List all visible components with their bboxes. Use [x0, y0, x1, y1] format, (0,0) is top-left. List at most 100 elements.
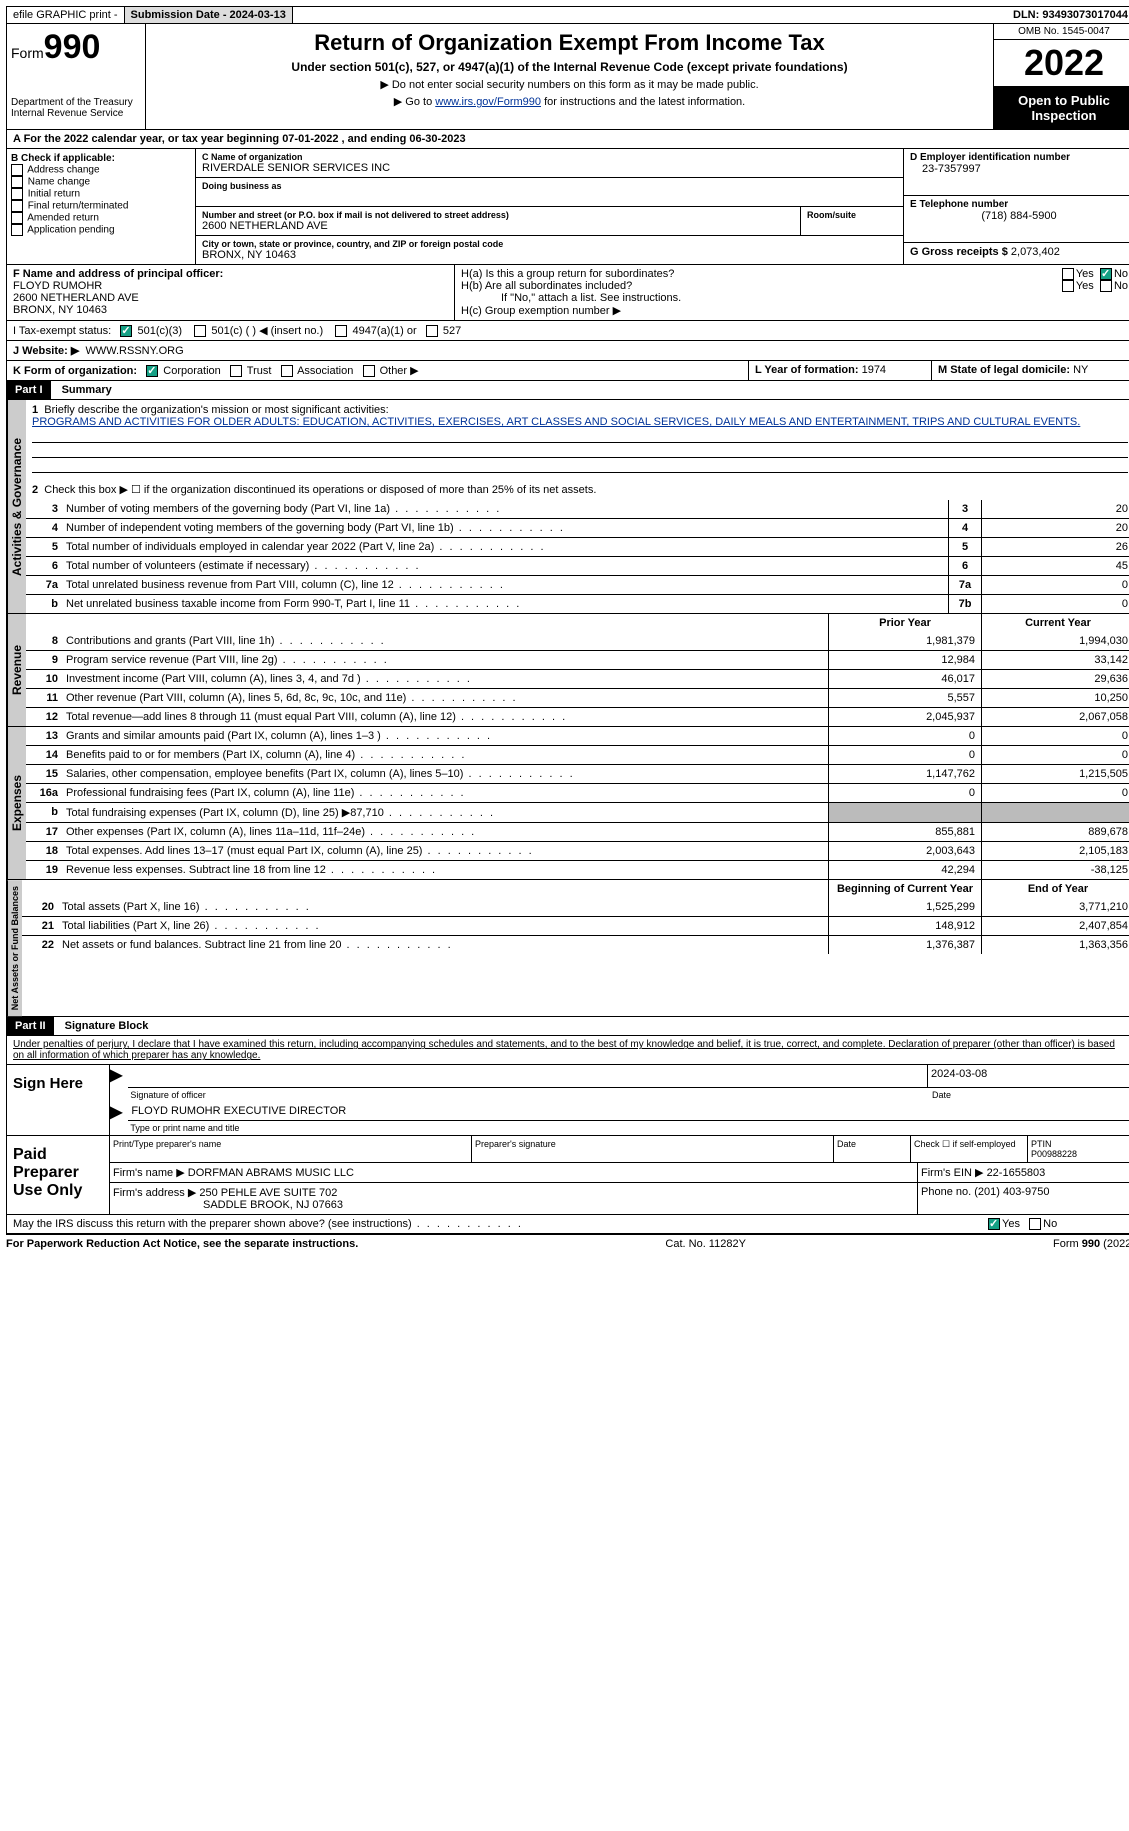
summary-row: 9Program service revenue (Part VIII, lin…: [26, 650, 1129, 669]
gross-receipts: 2,073,402: [1011, 246, 1060, 258]
summary-row: 7aTotal unrelated business revenue from …: [26, 575, 1129, 594]
chk-corp[interactable]: [146, 365, 158, 377]
h-b: H(b) Are all subordinates included?: [461, 280, 1062, 292]
h-a: H(a) Is this a group return for subordin…: [461, 268, 1062, 280]
section-revenue: Revenue Prior Year Current Year 8Contrib…: [6, 614, 1129, 727]
c-label: C Name of organization: [202, 152, 897, 162]
tab-revenue: Revenue: [7, 614, 26, 726]
part1-header: Part I Summary: [6, 381, 1129, 400]
chk-hb-no[interactable]: [1100, 280, 1112, 292]
omb-number: OMB No. 1545-0047: [994, 24, 1129, 40]
cat-no: Cat. No. 11282Y: [665, 1238, 746, 1250]
summary-row: bTotal fundraising expenses (Part IX, co…: [26, 802, 1129, 822]
officer-city: BRONX, NY 10463: [13, 304, 107, 316]
open-to-public: Open to Public Inspection: [994, 87, 1129, 129]
chk-address[interactable]: [11, 164, 23, 176]
city-state-zip: BRONX, NY 10463: [202, 249, 897, 261]
line-a: A For the 2022 calendar year, or tax yea…: [6, 130, 1129, 149]
chk-name[interactable]: [11, 176, 23, 188]
summary-row: 11Other revenue (Part VIII, column (A), …: [26, 688, 1129, 707]
firm-phone: (201) 403-9750: [974, 1186, 1049, 1198]
chk-4947[interactable]: [335, 325, 347, 337]
section-governance: Activities & Governance 1 Briefly descri…: [6, 400, 1129, 614]
dln: DLN: 93493073017044: [1007, 7, 1129, 23]
prep-date-label: Date: [834, 1136, 911, 1162]
block-i: I Tax-exempt status: 501(c)(3) 501(c) ( …: [6, 321, 1129, 341]
street-address: 2600 NETHERLAND AVE: [202, 220, 794, 232]
tab-governance: Activities & Governance: [7, 400, 26, 613]
firm-ein: 22-1655803: [987, 1167, 1046, 1179]
chk-other[interactable]: [363, 365, 375, 377]
ptin: P00988228: [1031, 1149, 1077, 1159]
chk-final[interactable]: [11, 200, 23, 212]
summary-row: bNet unrelated business taxable income f…: [26, 594, 1129, 613]
chk-ha-yes[interactable]: [1062, 268, 1074, 280]
penalty-text: Under penalties of perjury, I declare th…: [6, 1036, 1129, 1065]
section-netassets: Net Assets or Fund Balances Beginning of…: [6, 880, 1129, 1017]
firm-addr1: 250 PEHLE AVE SUITE 702: [199, 1187, 337, 1199]
chk-irs-yes[interactable]: [988, 1218, 1000, 1230]
city-label: City or town, state or province, country…: [202, 239, 897, 249]
chk-trust[interactable]: [230, 365, 242, 377]
submission-date: Submission Date - 2024-03-13: [125, 7, 293, 23]
form-title: Return of Organization Exempt From Incom…: [152, 30, 987, 56]
efile-label: efile GRAPHIC print -: [7, 7, 125, 23]
chk-irs-no[interactable]: [1029, 1218, 1041, 1230]
summary-row: 21Total liabilities (Part X, line 26)148…: [22, 916, 1129, 935]
summary-row: 3Number of voting members of the governi…: [26, 500, 1129, 518]
mission-text: PROGRAMS AND ACTIVITIES FOR OLDER ADULTS…: [32, 416, 1080, 428]
may-irs-text: May the IRS discuss this return with the…: [13, 1218, 523, 1230]
summary-row: 8Contributions and grants (Part VIII, li…: [26, 632, 1129, 650]
chk-assoc[interactable]: [281, 365, 293, 377]
chk-pending[interactable]: [11, 224, 23, 236]
addr-label: Number and street (or P.O. box if mail i…: [202, 210, 794, 220]
h-c: H(c) Group exemption number ▶: [461, 304, 1128, 317]
block-klm: K Form of organization: Corporation Trus…: [6, 361, 1129, 381]
note-goto: ▶ Go to www.irs.gov/Form990 for instruct…: [152, 95, 987, 108]
summary-row: 16aProfessional fundraising fees (Part I…: [26, 783, 1129, 802]
ptin-label: PTIN: [1031, 1139, 1052, 1149]
tab-netassets: Net Assets or Fund Balances: [7, 880, 22, 1016]
block-fh: F Name and address of principal officer:…: [6, 265, 1129, 321]
year-formation: 1974: [862, 364, 886, 376]
chk-527[interactable]: [426, 325, 438, 337]
firm-name: DORFMAN ABRAMS MUSIC LLC: [188, 1167, 354, 1179]
self-emp-label: Check ☐ if self-employed: [911, 1136, 1028, 1162]
paid-prep-label: Paid Preparer Use Only: [7, 1136, 110, 1214]
tab-expenses: Expenses: [7, 727, 26, 879]
chk-ha-no[interactable]: [1100, 268, 1112, 280]
block-bcdeg: B Check if applicable: Address change Na…: [6, 149, 1129, 265]
website: WWW.RSSNY.ORG: [85, 345, 183, 357]
chk-amended[interactable]: [11, 212, 23, 224]
l2-text: Check this box ▶ ☐ if the organization d…: [44, 484, 596, 496]
block-b: B Check if applicable: Address change Na…: [7, 149, 196, 264]
arrow-icon: ▶: [110, 1102, 122, 1135]
summary-row: 18Total expenses. Add lines 13–17 (must …: [26, 841, 1129, 860]
officer-addr: 2600 NETHERLAND AVE: [13, 292, 139, 304]
summary-row: 20Total assets (Part X, line 16)1,525,29…: [22, 898, 1129, 916]
chk-hb-yes[interactable]: [1062, 280, 1074, 292]
dba-label: Doing business as: [202, 181, 897, 191]
beg-year-hdr: Beginning of Current Year: [828, 880, 981, 898]
form-ref: Form 990 (2022): [1053, 1238, 1129, 1250]
chk-501c[interactable]: [194, 325, 206, 337]
pt-label: Print/Type preparer's name: [110, 1136, 472, 1162]
chk-501c3[interactable]: [120, 325, 132, 337]
arrow-icon: ▶: [110, 1065, 122, 1102]
paperwork-notice: For Paperwork Reduction Act Notice, see …: [6, 1238, 358, 1250]
summary-row: 10Investment income (Part VIII, column (…: [26, 669, 1129, 688]
summary-row: 15Salaries, other compensation, employee…: [26, 764, 1129, 783]
part2-header: Part II Signature Block: [6, 1017, 1129, 1036]
block-j: J Website: ▶ WWW.RSSNY.ORG: [6, 341, 1129, 361]
paid-preparer-block: Paid Preparer Use Only Print/Type prepar…: [6, 1136, 1129, 1215]
irs-link[interactable]: www.irs.gov/Form990: [435, 96, 541, 108]
note-ssn: ▶ Do not enter social security numbers o…: [152, 78, 987, 91]
officer-print-name: FLOYD RUMOHR EXECUTIVE DIRECTOR: [128, 1102, 1129, 1121]
sign-here-label: Sign Here: [7, 1065, 110, 1135]
chk-initial[interactable]: [11, 188, 23, 200]
summary-row: 17Other expenses (Part IX, column (A), l…: [26, 822, 1129, 841]
prep-sig-label: Preparer's signature: [472, 1136, 834, 1162]
dept-label: Department of the Treasury Internal Reve…: [11, 97, 141, 119]
sign-here-block: Sign Here ▶ 2024-03-08 Signature of offi…: [6, 1065, 1129, 1136]
l1-label: Briefly describe the organization's miss…: [44, 404, 388, 416]
